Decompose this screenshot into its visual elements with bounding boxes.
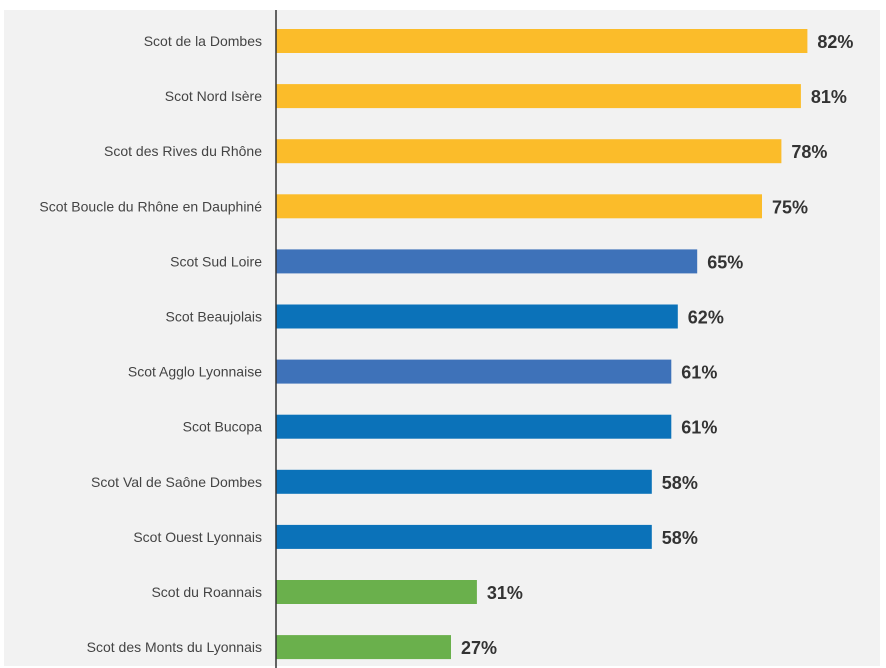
value-label: 78% [791, 142, 827, 162]
bar [276, 249, 698, 274]
value-label: 65% [707, 252, 743, 272]
bar [276, 524, 652, 549]
category-label: Scot Sud Loire [170, 253, 262, 269]
value-label: 27% [461, 638, 497, 658]
bar [276, 635, 451, 660]
value-label: 61% [681, 418, 717, 438]
bars-layer [276, 29, 808, 660]
bar [276, 580, 477, 604]
category-label: Scot Boucle du Rhône en Dauphiné [39, 198, 262, 214]
category-label: Scot des Rives du Rhône [104, 143, 262, 159]
category-label: Scot du Roannais [151, 584, 262, 600]
value-label: 58% [662, 473, 698, 493]
bar [276, 304, 678, 329]
bar [276, 469, 652, 494]
bar [276, 359, 672, 384]
value-label: 62% [688, 308, 724, 328]
category-label: Scot de la Dombes [144, 33, 262, 49]
value-label: 31% [487, 583, 523, 603]
labels-layer: Scot de la Dombes 82% Scot Nord Isère 81% Sc… [39, 32, 853, 658]
category-label: Scot Ouest Lyonnais [133, 529, 262, 545]
chart-panel [4, 10, 880, 666]
value-label: 61% [681, 363, 717, 383]
bar [276, 414, 672, 439]
category-label: Scot Agglo Lyonnaise [128, 364, 262, 380]
bar [276, 194, 762, 219]
bar [276, 139, 782, 164]
bar [276, 84, 801, 109]
bar [276, 29, 808, 53]
category-label: Scot Nord Isère [165, 88, 262, 104]
category-label: Scot Bucopa [183, 419, 263, 435]
value-label: 81% [811, 87, 847, 107]
category-label: Scot Beaujolais [165, 309, 262, 325]
category-label: Scot Val de Saône Dombes [91, 474, 262, 490]
value-label: 75% [772, 197, 808, 217]
value-label: 58% [662, 528, 698, 548]
category-label: Scot des Monts du Lyonnais [87, 639, 262, 655]
value-label: 82% [817, 32, 853, 52]
